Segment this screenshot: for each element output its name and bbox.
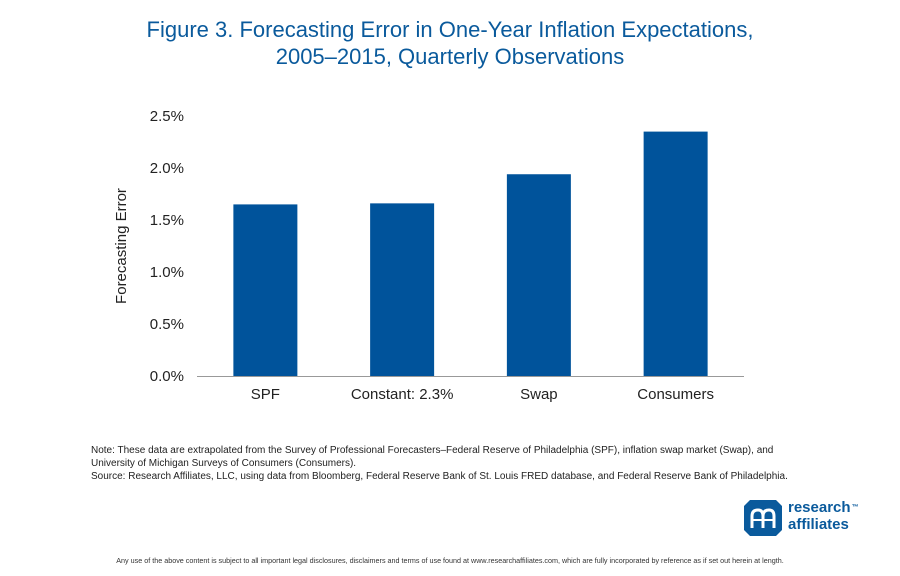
y-tick-label: 1.0% [150, 264, 184, 281]
y-axis-ticks: 0.0% 0.5% 1.0% 1.5% 2.0% 2.5% [150, 108, 184, 385]
note-line1: Note: These data are extrapolated from t… [91, 445, 774, 456]
logo-text-line1: research [788, 499, 851, 516]
bars-group [233, 131, 708, 376]
y-tick-label: 2.5% [150, 108, 184, 125]
bar-spf [233, 204, 298, 376]
x-tick-label: SPF [251, 386, 280, 403]
bar-chart: 0.0% 0.5% 1.0% 1.5% 2.0% 2.5% SPF Constant: 2.… [113, 108, 744, 403]
bar-swap [506, 174, 571, 376]
logo-mark-icon [744, 500, 782, 536]
x-axis-ticks: SPF Constant: 2.3% Swap Consumers [251, 386, 714, 403]
y-tick-label: 0.0% [150, 368, 184, 385]
logo-wordmark: research™ affiliates [788, 499, 859, 533]
x-tick-label: Constant: 2.3% [351, 386, 454, 403]
note-line2: University of Michigan Surveys of Consum… [91, 458, 357, 469]
chart-title-line1: Figure 3. Forecasting Error in One-Year … [146, 17, 754, 42]
source-line: Source: Research Affiliates, LLC, using … [91, 471, 788, 482]
chart-title-line2: 2005–2015, Quarterly Observations [275, 44, 625, 69]
chart-notes: Note: These data are extrapolated from t… [91, 444, 851, 483]
logo-text-line2: affiliates [788, 516, 849, 533]
y-tick-label: 1.5% [150, 212, 184, 229]
chart-title: Figure 3. Forecasting Error in One-Year … [0, 16, 900, 70]
x-tick-label: Swap [520, 386, 558, 403]
y-tick-label: 2.0% [150, 160, 184, 177]
bar-constant-2-3 [370, 203, 435, 376]
y-axis-label: Forecasting Error [113, 188, 130, 304]
bar-consumers [643, 131, 708, 376]
trademark-mark: ™ [851, 504, 859, 511]
y-tick-label: 0.5% [150, 316, 184, 333]
x-tick-label: Consumers [637, 386, 714, 403]
legal-disclaimer: Any use of the above content is subject … [116, 556, 784, 565]
research-affiliates-logo: research™ affiliates [744, 498, 874, 538]
